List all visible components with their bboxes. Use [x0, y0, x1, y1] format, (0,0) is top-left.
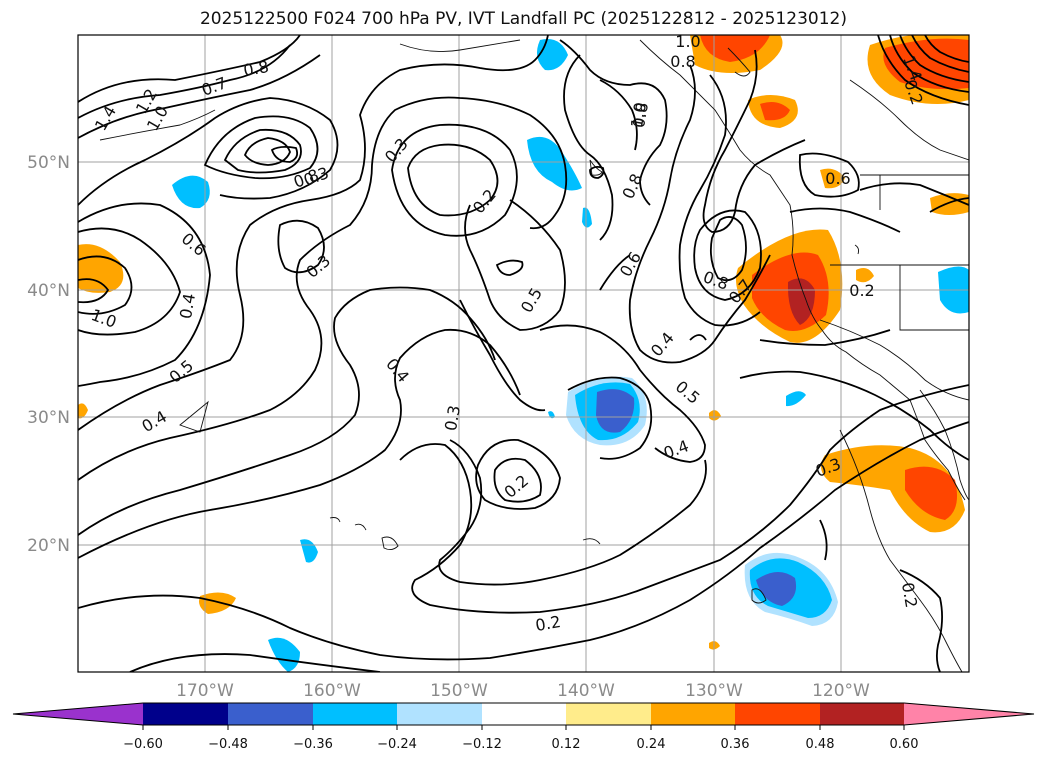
lon-label: 150°W	[430, 681, 488, 701]
colorbar-tick: 0.24	[637, 737, 666, 752]
lon-label: 130°W	[685, 681, 743, 701]
colorbar-segment	[735, 703, 820, 725]
contour-label: 1.0	[675, 32, 700, 51]
coastlines	[99, 39, 969, 672]
colorbar-segment	[651, 703, 735, 725]
colorbar-segment	[313, 703, 397, 725]
lat-label: 20°N	[27, 536, 70, 556]
colorbar-tick: −0.60	[123, 737, 163, 752]
contour-label: 0.6	[825, 169, 850, 188]
contour-label: 0.2	[849, 281, 874, 300]
lat-label: 40°N	[27, 281, 70, 301]
map-title: 2025122500 F024 700 hPa PV, IVT Landfall…	[199, 9, 847, 29]
colorbar-tick: −0.48	[208, 737, 248, 752]
latitude-labels: 50°N 40°N 30°N 20°N	[27, 153, 70, 556]
contour-label: 0.3	[441, 404, 464, 432]
ivt-shading	[78, 35, 969, 672]
contour-label: 0.2	[898, 581, 921, 609]
lon-label: 140°W	[557, 681, 615, 701]
colorbar-tick: −0.36	[293, 737, 333, 752]
longitude-labels: 170°W 160°W 150°W 140°W 130°W 120°W	[176, 681, 870, 701]
colorbar-extend-high	[904, 703, 1034, 725]
lon-label: 160°W	[303, 681, 361, 701]
plot-frame	[77, 34, 970, 673]
graticule	[78, 35, 969, 672]
plot-area	[78, 35, 969, 672]
colorbar-segment	[820, 703, 904, 725]
lon-label: 120°W	[812, 681, 870, 701]
contour-label: 0.8	[242, 57, 270, 80]
colorbar-segment	[482, 703, 566, 725]
colorbar-segment	[566, 703, 651, 725]
contour-label: 1.0	[627, 101, 650, 129]
lon-label: 170°W	[176, 681, 234, 701]
colorbar-segment	[143, 703, 228, 725]
colorbar-segment	[397, 703, 482, 725]
colorbar: −0.60 −0.48 −0.36 −0.24 −0.12 0.12 0.24 …	[12, 702, 1035, 752]
colorbar-tick: 0.12	[552, 737, 581, 752]
colorbar-segment	[228, 703, 313, 725]
colorbar-tick: 0.36	[721, 737, 750, 752]
contour-label: 0.8	[629, 101, 652, 129]
colorbar-tick: 0.48	[806, 737, 835, 752]
contour-label: 0.8	[670, 52, 695, 71]
lat-label: 50°N	[27, 153, 70, 173]
lat-label: 30°N	[27, 408, 70, 428]
colorbar-tick: −0.24	[377, 737, 417, 752]
colorbar-extend-low	[13, 703, 143, 725]
contour-label: 0.2	[534, 612, 562, 635]
colorbar-tick: −0.12	[462, 737, 502, 752]
colorbar-tick: 0.60	[890, 737, 919, 752]
contour-label: 0.4	[176, 292, 199, 320]
pv-contours	[78, 35, 969, 672]
